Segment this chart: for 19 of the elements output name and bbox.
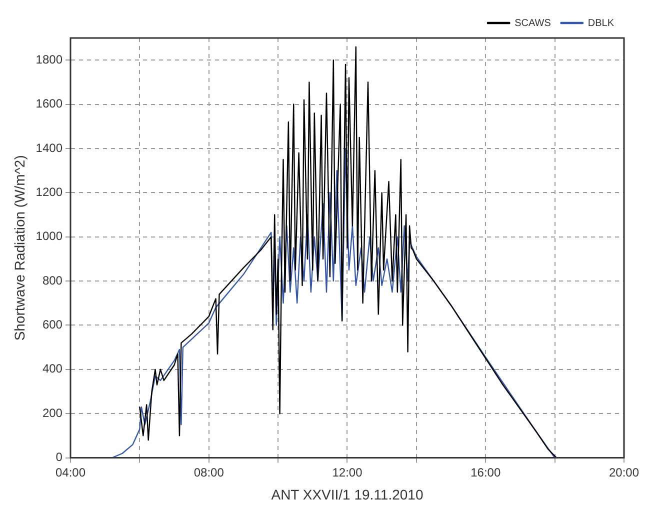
x-tick-label: 08:00 <box>194 465 224 480</box>
x-tick-label: 20:00 <box>608 465 640 480</box>
x-tick-label: 04:00 <box>55 465 86 480</box>
legend-label: SCAWS <box>514 18 552 29</box>
y-tick-label: 1400 <box>36 140 63 155</box>
x-tick-label: 12:00 <box>332 465 363 480</box>
y-tick-label: 800 <box>42 273 63 288</box>
y-tick-label: 1200 <box>36 184 63 199</box>
y-tick-label: 1000 <box>36 229 63 244</box>
y-tick-label: 0 <box>56 450 63 464</box>
x-tick-label: 16:00 <box>470 465 501 480</box>
x-axis-title: ANT XXVII/1 19.11.2010 <box>271 486 424 502</box>
legend-label: DBLK <box>588 18 614 29</box>
y-tick-label: 1600 <box>36 96 63 111</box>
y-axis-title: Shortwave Radiation (W/m^2) <box>11 155 28 341</box>
y-tick-label: 200 <box>42 406 63 420</box>
y-tick-label: 1800 <box>36 52 63 66</box>
y-tick-label: 600 <box>42 318 63 332</box>
y-tick-label: 400 <box>42 362 63 376</box>
